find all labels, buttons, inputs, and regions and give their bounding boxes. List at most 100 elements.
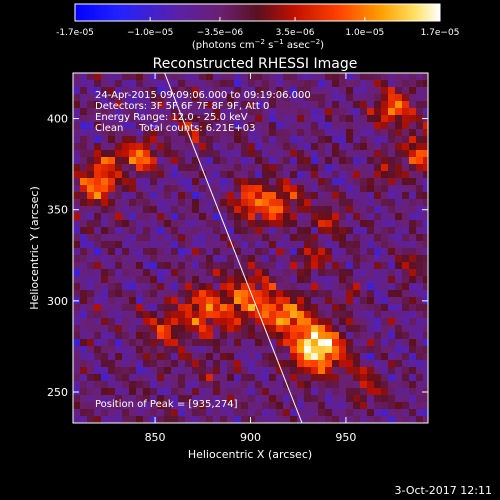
- heatmap-cell: [171, 157, 179, 165]
- heatmap-cell: [395, 206, 403, 214]
- heatmap-cell: [367, 297, 375, 305]
- heatmap-cell: [220, 374, 228, 382]
- heatmap-cell: [367, 325, 375, 333]
- heatmap-cell: [157, 318, 165, 326]
- heatmap-cell: [122, 388, 130, 396]
- heatmap-cell: [248, 227, 256, 235]
- heatmap-cell: [122, 255, 130, 263]
- heatmap-cell: [402, 80, 410, 88]
- heatmap-cell: [150, 115, 158, 123]
- heatmap-cell: [199, 150, 207, 158]
- heatmap-cell: [318, 290, 326, 298]
- heatmap-cell: [325, 269, 333, 277]
- heatmap-cell: [297, 136, 305, 144]
- heatmap-cell: [374, 311, 382, 319]
- heatmap-cell: [73, 416, 81, 424]
- heatmap-cell: [360, 87, 368, 95]
- heatmap-cell: [374, 269, 382, 277]
- heatmap-cell: [101, 381, 109, 389]
- heatmap-cell: [374, 87, 382, 95]
- heatmap-cell: [374, 241, 382, 249]
- heatmap-cell: [297, 367, 305, 375]
- heatmap-cell: [122, 325, 130, 333]
- heatmap-cell: [199, 108, 207, 116]
- heatmap-cell: [199, 388, 207, 396]
- heatmap-cell: [332, 381, 340, 389]
- heatmap-cell: [171, 262, 179, 270]
- heatmap-cell: [395, 381, 403, 389]
- heatmap-cell: [129, 374, 137, 382]
- heatmap-cell: [108, 115, 116, 123]
- heatmap-cell: [388, 192, 396, 200]
- heatmap-cell: [283, 318, 291, 326]
- heatmap-cell: [325, 353, 333, 361]
- heatmap-cell: [367, 255, 375, 263]
- heatmap-cell: [122, 108, 130, 116]
- heatmap-cell: [213, 346, 221, 354]
- heatmap-cell: [101, 374, 109, 382]
- heatmap-cell: [325, 101, 333, 109]
- heatmap-cell: [199, 80, 207, 88]
- heatmap-cell: [101, 276, 109, 284]
- heatmap-cell: [241, 297, 249, 305]
- heatmap-cell: [423, 241, 429, 249]
- heatmap-cell: [115, 409, 123, 417]
- heatmap-cell: [402, 395, 410, 403]
- heatmap-cell: [220, 332, 228, 340]
- heatmap-cell: [136, 388, 144, 396]
- heatmap-cell: [115, 318, 123, 326]
- heatmap-cell: [276, 136, 284, 144]
- heatmap-cell: [367, 332, 375, 340]
- heatmap-cell: [332, 311, 340, 319]
- heatmap-cell: [388, 353, 396, 361]
- heatmap-cell: [388, 290, 396, 298]
- heatmap-cell: [164, 192, 172, 200]
- heatmap-cell: [346, 115, 354, 123]
- heatmap-cell: [374, 234, 382, 242]
- heatmap-cell: [192, 136, 200, 144]
- heatmap-cell: [311, 297, 319, 305]
- heatmap-cell: [339, 192, 347, 200]
- heatmap-cell: [108, 297, 116, 305]
- heatmap-cell: [402, 108, 410, 116]
- heatmap-cell: [227, 164, 235, 172]
- heatmap-cell: [290, 409, 298, 417]
- heatmap-cell: [185, 206, 193, 214]
- heatmap-cell: [199, 360, 207, 368]
- heatmap-cell: [227, 150, 235, 158]
- heatmap-cell: [115, 122, 123, 130]
- heatmap-cell: [388, 248, 396, 256]
- heatmap-cell: [87, 157, 95, 165]
- heatmap-cell: [325, 87, 333, 95]
- heatmap-cell: [171, 360, 179, 368]
- heatmap-cell: [185, 164, 193, 172]
- heatmap-cell: [87, 353, 95, 361]
- heatmap-cell: [269, 164, 277, 172]
- heatmap-cell: [416, 332, 424, 340]
- heatmap-cell: [213, 185, 221, 193]
- heatmap-cell: [318, 80, 326, 88]
- heatmap-cell: [346, 255, 354, 263]
- heatmap-cell: [339, 136, 347, 144]
- heatmap-cell: [227, 395, 235, 403]
- heatmap-cell: [234, 136, 242, 144]
- heatmap-cell: [374, 94, 382, 102]
- heatmap-cell: [227, 206, 235, 214]
- heatmap-cell: [87, 122, 95, 130]
- heatmap-cell: [171, 115, 179, 123]
- heatmap-cell: [199, 199, 207, 207]
- heatmap-cell: [122, 395, 130, 403]
- heatmap-cell: [157, 213, 165, 221]
- heatmap-cell: [262, 122, 270, 130]
- heatmap-cell: [304, 248, 312, 256]
- heatmap-cell: [150, 388, 158, 396]
- heatmap-cell: [164, 283, 172, 291]
- heatmap-cell: [227, 234, 235, 242]
- heatmap-cell: [367, 311, 375, 319]
- heatmap-cell: [171, 248, 179, 256]
- heatmap-cell: [157, 360, 165, 368]
- heatmap-cell: [297, 185, 305, 193]
- heatmap-cell: [157, 290, 165, 298]
- heatmap-cell: [178, 367, 186, 375]
- heatmap-cell: [416, 367, 424, 375]
